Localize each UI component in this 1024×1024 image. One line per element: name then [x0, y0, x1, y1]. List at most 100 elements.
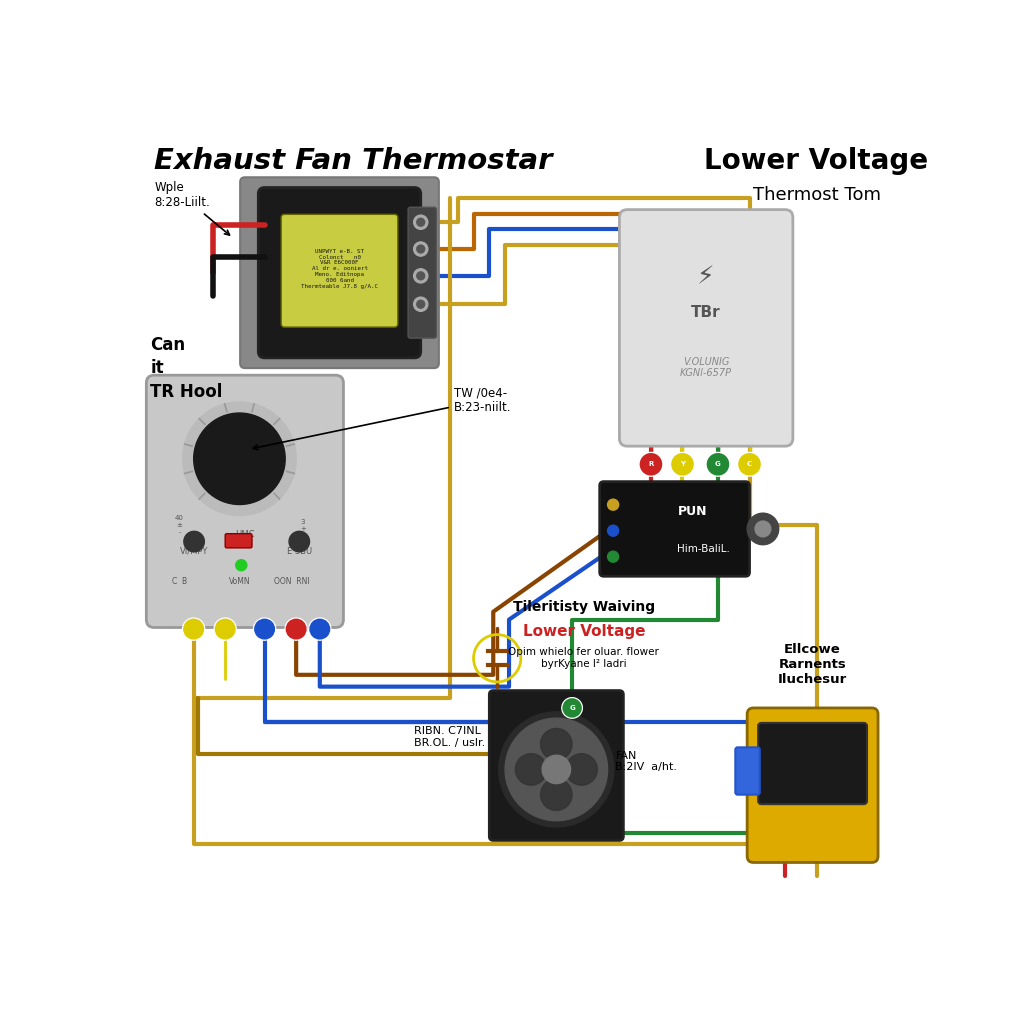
Circle shape [515, 754, 547, 785]
FancyBboxPatch shape [620, 210, 793, 446]
Circle shape [287, 620, 305, 639]
FancyBboxPatch shape [489, 690, 624, 841]
Text: FAN
B:2IV  a/ht.: FAN B:2IV a/ht. [615, 751, 678, 772]
Circle shape [414, 242, 428, 256]
Text: G: G [715, 461, 721, 467]
Circle shape [414, 297, 428, 311]
FancyBboxPatch shape [258, 187, 421, 357]
Text: C: C [746, 461, 752, 467]
Text: HMC: HMC [236, 530, 255, 539]
Text: VoMN: VoMN [228, 578, 250, 587]
Circle shape [309, 618, 331, 640]
Text: 40
±
-: 40 ± - [175, 515, 184, 535]
Circle shape [641, 454, 662, 474]
Circle shape [562, 697, 583, 718]
Circle shape [254, 618, 275, 640]
Text: RIBN. C7INL
BR.OL. / uslr.: RIBN. C7INL BR.OL. / uslr. [415, 726, 485, 748]
Circle shape [258, 623, 271, 635]
Text: Thermost Tom: Thermost Tom [753, 186, 881, 204]
Circle shape [542, 756, 570, 783]
Circle shape [639, 453, 663, 476]
FancyBboxPatch shape [748, 708, 878, 862]
Circle shape [184, 531, 205, 552]
Text: OON  RNI: OON RNI [274, 578, 310, 587]
Circle shape [219, 623, 231, 635]
Circle shape [255, 620, 274, 639]
Circle shape [566, 702, 578, 714]
FancyBboxPatch shape [146, 375, 343, 628]
Text: Lower Voltage: Lower Voltage [522, 624, 645, 639]
Circle shape [414, 215, 428, 229]
Circle shape [737, 453, 762, 476]
Circle shape [313, 623, 326, 635]
Text: Can: Can [151, 336, 185, 353]
Circle shape [742, 457, 757, 471]
Text: Lower Voltage: Lower Voltage [705, 146, 929, 174]
Circle shape [563, 699, 581, 717]
FancyBboxPatch shape [758, 723, 867, 804]
Circle shape [417, 272, 425, 280]
Text: VI/MPY: VI/MPY [180, 547, 208, 556]
Circle shape [671, 453, 694, 476]
Text: C  B: C B [172, 578, 187, 587]
Circle shape [417, 218, 425, 226]
FancyBboxPatch shape [225, 534, 252, 548]
Text: TR Hool: TR Hool [151, 383, 222, 401]
Circle shape [566, 754, 597, 785]
Text: Ellcowe
Rarnents
Iluchesur: Ellcowe Rarnents Iluchesur [778, 643, 847, 686]
Circle shape [707, 453, 730, 476]
FancyBboxPatch shape [409, 207, 436, 338]
Text: TBr: TBr [691, 305, 721, 319]
Text: Exhaust Fan Thermostar: Exhaust Fan Thermostar [155, 146, 553, 174]
Circle shape [607, 551, 618, 562]
Circle shape [236, 560, 247, 570]
Circle shape [289, 531, 309, 552]
FancyBboxPatch shape [241, 177, 439, 368]
Circle shape [216, 620, 234, 639]
Circle shape [755, 521, 771, 537]
Circle shape [711, 457, 725, 471]
Circle shape [644, 457, 658, 471]
Text: PUN: PUN [678, 505, 707, 518]
Circle shape [290, 623, 302, 635]
Text: TW /0e4-
B:23-niilt.: TW /0e4- B:23-niilt. [253, 386, 511, 450]
Text: Tileritisty Waiving: Tileritisty Waiving [513, 600, 655, 614]
Circle shape [607, 525, 618, 537]
Text: ⚡: ⚡ [697, 265, 715, 289]
Circle shape [739, 454, 760, 474]
Circle shape [184, 620, 203, 639]
Circle shape [499, 712, 614, 827]
FancyBboxPatch shape [282, 214, 398, 327]
Circle shape [187, 623, 200, 635]
Circle shape [182, 618, 205, 640]
Circle shape [607, 499, 618, 510]
Text: Opim whielo fer oluar. flower
byrKyane l² ladri: Opim whielo fer oluar. flower byrKyane l… [509, 647, 659, 669]
Circle shape [214, 618, 237, 640]
Circle shape [310, 620, 330, 639]
Circle shape [414, 268, 428, 283]
Circle shape [541, 779, 572, 810]
FancyBboxPatch shape [735, 748, 760, 795]
Text: 3
+: 3 + [300, 518, 306, 531]
Text: R: R [648, 461, 653, 467]
Text: it: it [151, 359, 164, 378]
Circle shape [672, 454, 693, 474]
Circle shape [676, 457, 689, 471]
Circle shape [194, 413, 285, 505]
Circle shape [417, 300, 425, 308]
FancyBboxPatch shape [600, 481, 750, 577]
Circle shape [417, 245, 425, 253]
Circle shape [748, 513, 778, 545]
Text: Him-BaliL.: Him-BaliL. [678, 544, 730, 554]
Text: V.OLUNIG
KGNl-657P: V.OLUNIG KGNl-657P [680, 356, 732, 379]
Text: G: G [569, 705, 575, 711]
Text: E SBU: E SBU [287, 547, 312, 556]
Text: UNPWYT e-B. ST
Colonct   n0
V&R E6C000F
Al dr e. ooniert
Meno. Editnopa
000 6and: UNPWYT e-B. ST Colonct n0 V&R E6C000F Al… [301, 249, 378, 289]
Circle shape [708, 454, 728, 474]
Circle shape [285, 618, 307, 640]
Text: Wple
8:28-Liilt.: Wple 8:28-Liilt. [155, 181, 229, 236]
Circle shape [541, 728, 572, 760]
Circle shape [505, 718, 607, 820]
Circle shape [182, 402, 296, 515]
Text: Y: Y [680, 461, 685, 467]
